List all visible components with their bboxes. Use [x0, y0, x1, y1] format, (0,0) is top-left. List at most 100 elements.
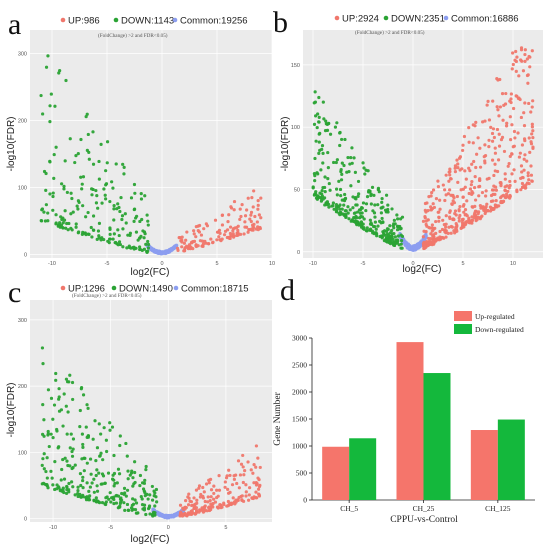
point-up [529, 142, 534, 146]
legend-dot-up [60, 17, 66, 23]
point-up [241, 465, 245, 469]
point-down [80, 457, 84, 461]
point-up [489, 125, 493, 129]
point-up [239, 462, 244, 466]
point-down [134, 230, 139, 234]
point-up [223, 485, 227, 489]
point-up [193, 502, 197, 506]
point-down [321, 161, 325, 165]
point-up [190, 241, 194, 245]
point-down [90, 187, 94, 191]
point-up [522, 168, 526, 172]
point-up [493, 169, 497, 173]
point-up [184, 238, 188, 242]
point-down [104, 438, 108, 442]
point-up [516, 131, 520, 135]
point-up [510, 67, 514, 71]
y-tick-label: 0 [303, 496, 307, 505]
point-down [74, 225, 78, 229]
point-up [512, 129, 517, 134]
point-down [51, 191, 55, 195]
point-down [376, 224, 380, 228]
point-up [256, 207, 260, 211]
point-up [448, 173, 452, 177]
point-down [80, 232, 84, 236]
point-up [225, 504, 229, 508]
point-down [338, 131, 342, 135]
point-up [441, 183, 445, 187]
point-down [374, 227, 378, 231]
point-down [76, 492, 80, 496]
point-down [321, 197, 325, 201]
point-down [117, 472, 122, 476]
point-up [195, 498, 199, 502]
point-down [41, 112, 45, 116]
point-down [77, 200, 81, 205]
point-down [99, 432, 103, 436]
point-up [185, 244, 189, 248]
point-down [53, 459, 57, 464]
point-up [483, 210, 488, 214]
point-up [529, 164, 533, 168]
point-down [150, 484, 154, 489]
point-up [468, 169, 472, 173]
point-up [201, 485, 205, 490]
point-down [66, 410, 70, 414]
point-down [67, 221, 71, 226]
point-up [449, 231, 453, 235]
legend-dot-up [334, 15, 340, 21]
point-up [218, 503, 222, 507]
point-down [332, 207, 336, 211]
point-up [458, 204, 462, 209]
point-up [206, 500, 210, 504]
point-down [108, 491, 112, 495]
point-down [130, 469, 134, 473]
point-down [132, 182, 137, 187]
point-up [188, 499, 192, 503]
point-down [356, 194, 360, 198]
point-down [125, 488, 130, 492]
point-up [484, 189, 488, 193]
point-up [249, 210, 254, 214]
point-up [495, 105, 499, 109]
point-down [392, 218, 396, 222]
x-tick-label: 10 [269, 261, 275, 267]
point-up [238, 217, 242, 222]
point-down [335, 121, 339, 125]
point-down [362, 166, 366, 170]
point-up [228, 473, 232, 478]
point-up [431, 202, 435, 206]
point-down [81, 478, 85, 483]
point-up [202, 505, 206, 509]
point-up [203, 239, 207, 243]
point-up [468, 187, 473, 191]
point-up [491, 192, 495, 196]
point-down [44, 65, 49, 69]
point-up [194, 224, 198, 229]
point-down [88, 457, 93, 461]
point-down [349, 155, 353, 160]
point-down [81, 445, 85, 449]
point-down [104, 169, 108, 173]
x-axis-title: log2(FC) [131, 267, 170, 278]
point-down [366, 169, 370, 173]
point-up [259, 216, 263, 220]
point-down [392, 222, 396, 226]
point-down [146, 219, 150, 223]
point-up [424, 222, 428, 227]
point-down [95, 237, 99, 242]
point-up [182, 241, 186, 245]
point-down [44, 203, 48, 207]
point-up [463, 169, 467, 173]
point-down [90, 193, 94, 197]
point-down [395, 224, 400, 228]
point-down [44, 469, 48, 474]
criterion-note: (FoldChange) >2 and FDR<0.05) [98, 32, 168, 39]
point-down [384, 193, 389, 197]
point-up [493, 151, 498, 155]
point-up [196, 228, 200, 233]
point-down [51, 194, 55, 199]
point-down [315, 125, 319, 130]
point-up [424, 219, 428, 223]
point-up [493, 162, 497, 166]
